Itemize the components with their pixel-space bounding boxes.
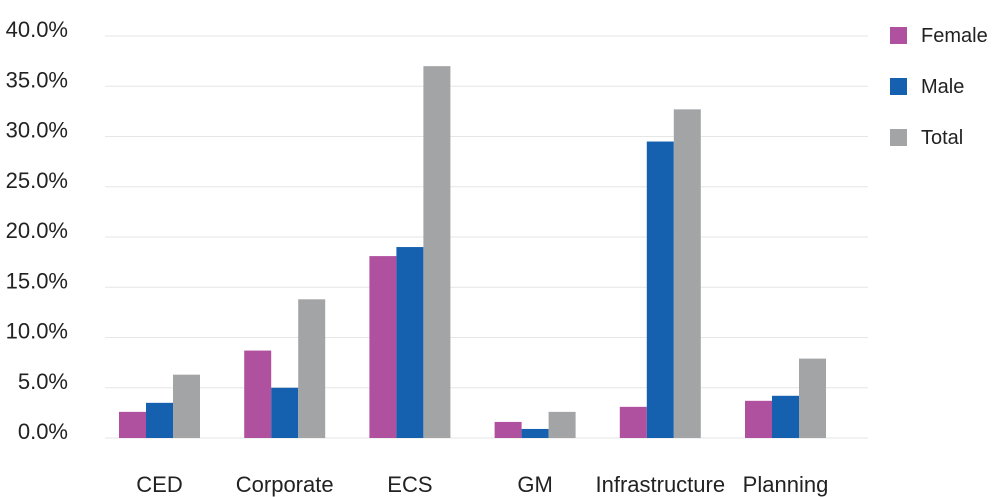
x-category-label: Corporate (236, 472, 334, 497)
legend-swatch-male (890, 78, 907, 95)
bar-female-gm (494, 421, 522, 438)
x-category-label: Infrastructure (595, 472, 725, 497)
y-axis-tick-labels: 0.0% 5.0% 10.0% 15.0% 20.0% 25.0% 30.0% 35.0% 40… (6, 17, 68, 444)
y-tick-label: 5.0% (18, 369, 68, 394)
x-category-label: ECS (387, 472, 432, 497)
x-axis-category-labels: CED Corporate ECS GM Infrastructure Planning (136, 472, 828, 497)
x-category-label: Planning (743, 472, 829, 497)
bar-female-ecs (369, 256, 397, 438)
legend-swatch-total (890, 129, 907, 146)
bar-total-planning (799, 358, 826, 438)
y-tick-label: 40.0% (6, 17, 68, 42)
bar-female-infrastructure (619, 406, 647, 438)
bar-male-planning (772, 395, 799, 438)
legend-label-male: Male (921, 76, 964, 98)
legend-swatch-female (890, 27, 907, 44)
bar-male-ecs (396, 247, 424, 438)
bar-male-corporate (271, 387, 299, 438)
y-tick-label: 15.0% (6, 268, 68, 293)
bar-female-planning (745, 400, 772, 438)
y-tick-label: 10.0% (6, 319, 68, 344)
bar-male-gm (521, 428, 549, 438)
legend-label-female: Female (921, 25, 988, 47)
y-tick-label: 0.0% (18, 419, 68, 444)
x-category-label: CED (136, 472, 182, 497)
bar-female-corporate (244, 350, 272, 438)
bar-total-gm (548, 411, 576, 438)
bar-male-infrastructure (646, 141, 674, 438)
y-tick-label: 20.0% (6, 218, 68, 243)
y-tick-label: 35.0% (6, 67, 68, 92)
gridlines (105, 35, 868, 439)
bars (119, 66, 826, 439)
bar-total-infrastructure (673, 109, 701, 439)
bar-female-ced (119, 411, 146, 438)
bar-male-ced (146, 402, 173, 438)
legend-label-total: Total (921, 127, 963, 149)
y-tick-label: 25.0% (6, 168, 68, 193)
y-tick-label: 30.0% (6, 118, 68, 143)
legend: Female Male Total (890, 25, 988, 149)
bar-total-ecs (423, 66, 451, 439)
x-category-label: GM (517, 472, 552, 497)
bar-total-ced (173, 374, 200, 438)
bar-total-corporate (298, 299, 326, 438)
